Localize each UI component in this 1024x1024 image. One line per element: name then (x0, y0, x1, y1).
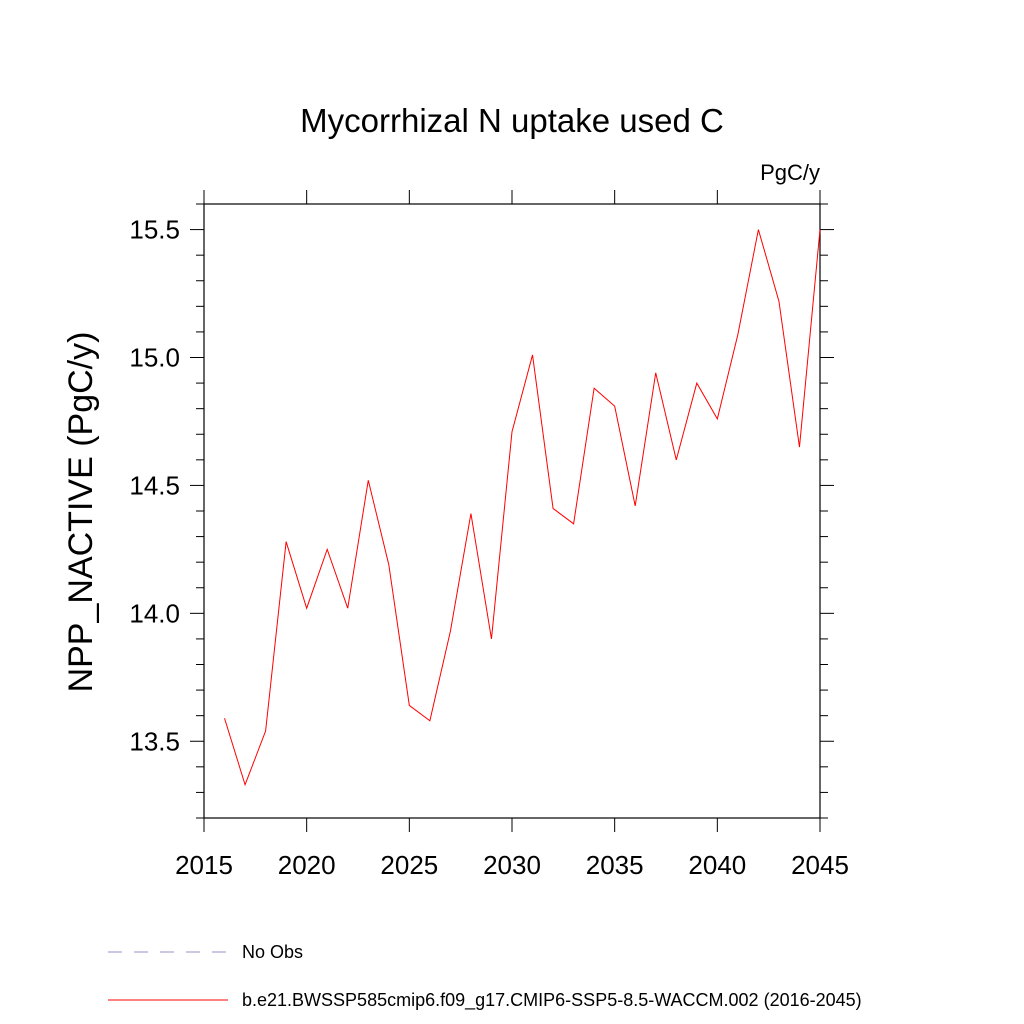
y-tick-label: 15.5 (129, 215, 180, 245)
series-line-0 (224, 229, 821, 787)
legend: No Obs b.e21.BWSSP585cmip6.f09_g17.CMIP6-… (108, 942, 862, 1011)
axis-ticks (190, 190, 834, 832)
series-group (224, 229, 821, 787)
y-tick-label: 15.0 (129, 343, 180, 373)
chart-title: Mycorrhizal N uptake used C (300, 102, 724, 139)
y-axis-label: NPP_NACTIVE (PgC/y) (62, 332, 100, 693)
y-tick-label: 14.0 (129, 598, 180, 628)
x-tick-label: 2020 (278, 850, 336, 880)
x-tick-label: 2025 (380, 850, 438, 880)
units-label: PgC/y (760, 160, 820, 185)
plot-frame (203, 203, 821, 819)
legend-label: No Obs (242, 942, 303, 962)
axis-tick-labels: 2015 2020 2025 2030 2035 2040 2045 13.5 14.0 14.5… (129, 215, 849, 880)
x-tick-label: 2030 (483, 850, 541, 880)
x-tick-label: 2015 (175, 850, 233, 880)
x-tick-label: 2035 (586, 850, 644, 880)
legend-label: b.e21.BWSSP585cmip6.f09_g17.CMIP6-SSP5-8… (242, 990, 862, 1011)
y-tick-label: 13.5 (129, 726, 180, 756)
x-tick-label: 2040 (688, 850, 746, 880)
x-tick-label: 2045 (791, 850, 849, 880)
y-tick-label: 14.5 (129, 470, 180, 500)
